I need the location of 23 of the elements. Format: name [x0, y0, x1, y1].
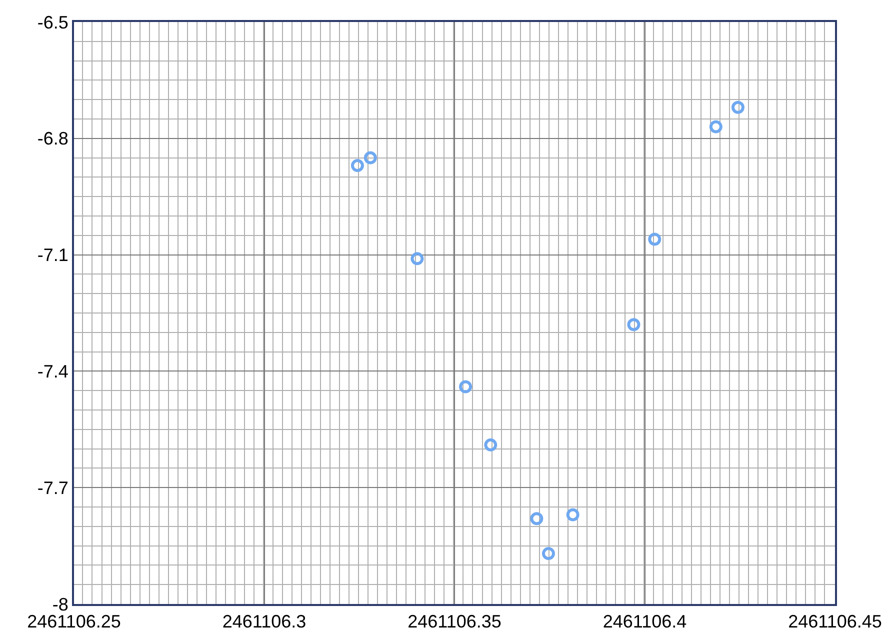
point: [530, 512, 544, 526]
point: [627, 318, 640, 332]
x-tick-label: 2461106.25: [27, 612, 121, 632]
y-tick-label: -6.8: [37, 128, 68, 149]
x-tick-label: 2461106.45: [788, 612, 882, 632]
y-tick-label: -8: [52, 594, 68, 614]
point: [410, 252, 424, 266]
y-tick-label: -7.7: [37, 478, 68, 498]
point: [484, 438, 498, 452]
point: [648, 232, 662, 246]
point: [731, 100, 744, 114]
y-tick-label: -7.1: [37, 245, 68, 266]
point: [566, 508, 580, 522]
point: [459, 380, 472, 394]
x-tick-label: 2461106.4: [602, 612, 687, 632]
y-tick-label: -7.4: [37, 362, 68, 382]
x-tick-label: 2461106.35: [408, 612, 502, 632]
point: [542, 547, 555, 560]
point: [350, 159, 364, 172]
point: [709, 120, 722, 134]
y-tick-label: -6.5: [37, 12, 68, 32]
x-tick-label: 2461106.3: [222, 612, 306, 632]
point: [364, 151, 377, 164]
